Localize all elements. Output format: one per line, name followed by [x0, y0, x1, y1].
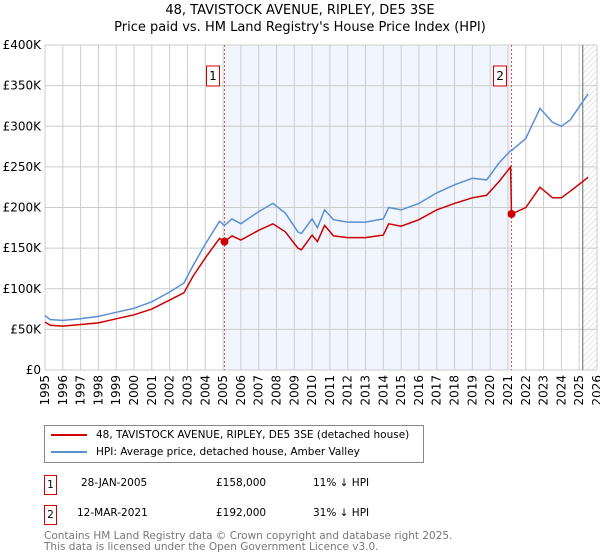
x-tick-label: 2004	[198, 375, 212, 406]
chart-title: 48, TAVISTOCK AVENUE, RIPLEY, DE5 3SE	[165, 3, 435, 18]
x-tick-label: 2005	[216, 375, 230, 406]
x-tick-label: 2002	[163, 375, 177, 406]
footer-line2: This data is licensed under the Open Gov…	[44, 541, 379, 553]
x-tick-label: 2006	[234, 375, 248, 406]
x-tick-label: 2013	[359, 375, 373, 406]
sale-date: 12-MAR-2021	[77, 507, 148, 519]
x-tick-label: 2026	[590, 375, 600, 406]
legend-item-property: 48, TAVISTOCK AVENUE, RIPLEY, DE5 3SE (d…	[51, 429, 409, 441]
annotation-box	[205, 65, 220, 87]
x-tick-label: 2015	[394, 375, 408, 406]
hpi-line	[44, 93, 589, 322]
y-tick-label: £350K	[3, 79, 43, 93]
price-chart: 1995 1996 1997 1998 1999 2000 2001 2002 2003 2004…	[3, 38, 600, 406]
x-tick-label: 1998	[91, 375, 105, 406]
chart-legend: 48, TAVISTOCK AVENUE, RIPLEY, DE5 3SE (d…	[44, 425, 424, 463]
y-tick-label: £300K	[3, 119, 43, 133]
x-tick-label: 2008	[269, 375, 283, 406]
x-tick-label: 2007	[252, 375, 266, 406]
legend-swatch	[51, 434, 87, 436]
sale-delta: 31% ↓ HPI	[313, 507, 370, 519]
x-tick-label: 2012	[341, 375, 355, 406]
legend-swatch	[51, 451, 87, 453]
x-tick-label: 2019	[465, 375, 479, 406]
x-tick-label: 2022	[519, 375, 533, 406]
x-tick-label: 1996	[56, 375, 70, 406]
sale-marker: 1	[44, 475, 57, 495]
x-tick-label: 2020	[483, 375, 497, 406]
annotation-label: 2	[496, 69, 504, 83]
x-tick-label: 2023	[537, 375, 551, 406]
y-tick-label: £0	[26, 363, 41, 377]
sale-marker: 2	[44, 505, 57, 525]
x-tick-label: 2016	[412, 375, 426, 406]
footer: Contains HM Land Registry data © Crown c…	[44, 531, 452, 553]
x-tick-label: 2001	[145, 375, 159, 406]
x-tick-label: 2014	[376, 375, 390, 406]
x-tick-label: 2017	[430, 375, 444, 406]
x-tick-label: 2018	[448, 375, 462, 406]
y-tick-label: £250K	[3, 160, 43, 174]
x-tick-label: 2003	[180, 375, 194, 406]
legend-item-hpi: HPI: Average price, detached house, Ambe…	[51, 446, 360, 458]
y-tick-label: £100K	[3, 282, 43, 296]
chart-subtitle: Price paid vs. HM Land Registry's House …	[114, 20, 486, 35]
sale-price: £192,000	[216, 507, 267, 519]
x-tick-label: 2011	[323, 375, 337, 406]
sale-point	[220, 237, 229, 246]
x-tick-label: 2021	[501, 375, 515, 406]
x-tick-label: 2000	[127, 375, 141, 406]
y-tick-label: £150K	[3, 241, 43, 255]
sale-point	[507, 210, 516, 218]
x-tick-label: 1995	[38, 375, 52, 406]
y-tick-label: £400K	[3, 38, 43, 52]
y-tick-label: £200K	[3, 201, 43, 215]
legend-label: 48, TAVISTOCK AVENUE, RIPLEY, DE5 3SE (d…	[96, 429, 410, 441]
sale-delta: 11% ↓ HPI	[313, 477, 370, 489]
x-tick-label: 2024	[554, 375, 568, 406]
x-tick-label: 2010	[305, 375, 319, 406]
sale-price: £158,000	[216, 477, 267, 489]
price-line	[44, 164, 589, 327]
x-tick-label: 2009	[287, 375, 301, 406]
sale-date: 28-JAN-2005	[81, 477, 148, 489]
annotation-box	[493, 65, 508, 87]
legend-label: HPI: Average price, detached house, Ambe…	[96, 446, 360, 458]
x-tick-label: 1999	[109, 375, 123, 406]
x-tick-label: 1997	[74, 375, 88, 406]
footer-line1: Contains HM Land Registry data © Crown c…	[44, 530, 453, 542]
y-tick-label: £50K	[10, 322, 42, 336]
x-tick-label: 2025	[572, 375, 586, 406]
annotation-label: 1	[209, 69, 217, 83]
